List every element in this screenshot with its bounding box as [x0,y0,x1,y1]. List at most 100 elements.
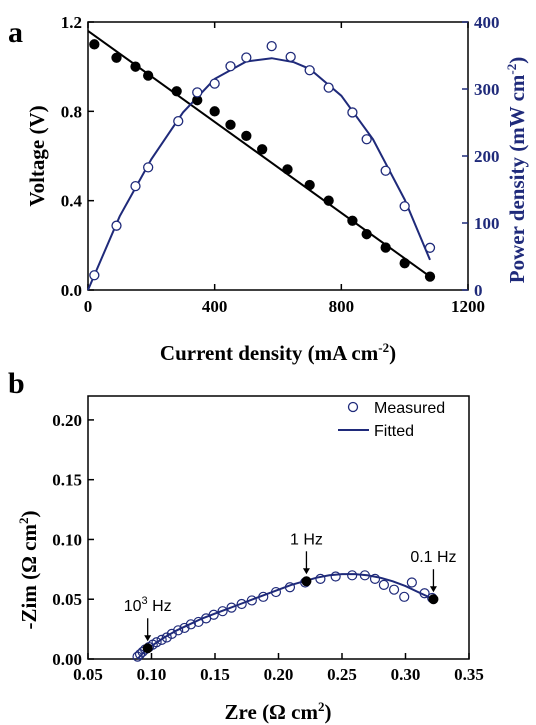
power-point [225,61,236,72]
frequency-arrowhead [144,635,152,642]
legend-fitted-label: Fitted [374,423,414,440]
panel-b-legend: Measured Fitted [338,400,445,440]
x-tick-label: 0.35 [454,665,484,684]
voltage-point [282,164,293,175]
measured-point [359,570,370,581]
power-point [424,242,436,253]
y2-tick-label: 300 [474,80,500,99]
panel-a-x-ticks: 0 400 800 1200 [84,22,485,316]
power-point [192,87,203,98]
power-fit-curve [87,57,431,291]
legend-measured-marker [347,401,359,413]
power-point [285,51,296,62]
frequency-point [142,643,153,654]
x-tick-label: 1200 [451,297,485,316]
y2-tick-label: 100 [474,214,500,233]
measured-point [270,586,282,598]
measured-point [388,584,400,595]
panel-b-label: b [8,367,25,400]
panel-a-plot-frame [87,21,469,291]
panel-b-y-ticks: 0.00 0.05 0.10 0.15 0.20 [52,411,94,669]
power-point [347,107,358,118]
panel-a-x-axis-label: Current density (mA cm-2) [160,340,396,365]
x-tick-label: 0 [84,297,93,316]
y-tick-label: 0.4 [61,192,83,211]
voltage-point [89,39,100,50]
measured-point [173,625,184,636]
voltage-point [399,258,410,269]
panel-a-label: a [8,16,23,49]
y-tick-label: 0.0 [61,281,82,300]
measured-point [315,573,326,585]
power-point [173,116,184,127]
panel-b-x-ticks: 0.05 0.10 0.15 0.20 0.25 0.30 0.35 [73,653,484,684]
y-tick-label: 0.20 [52,411,82,430]
voltage-point [361,229,372,240]
power-point [361,134,372,145]
frequency-arrowhead [429,586,437,593]
x-tick-label: 0.25 [327,665,357,684]
x-tick-label: 0.15 [200,665,230,684]
x-tick-label: 400 [202,297,228,316]
power-point [266,40,277,52]
y-tick-label: 1.2 [61,13,82,32]
x-tick-label: 0.05 [73,665,103,684]
power-point [304,65,315,76]
voltage-point [130,61,141,72]
frequency-point [428,594,439,605]
measured-point [406,577,417,588]
voltage-point [304,179,315,191]
measured-point [419,588,430,599]
x-tick-label: 0.10 [137,665,167,684]
power-point [111,220,122,231]
power-point [241,52,252,63]
y-tick-label: 0.8 [61,102,82,121]
voltage-point [209,106,220,117]
measured-point [258,591,269,602]
voltage-point [143,70,154,81]
voltage-point [380,242,391,253]
panel-a-y2-ticks: 0 100 200 300 400 [462,13,500,300]
fitted-curve [136,573,434,660]
voltage-point [323,195,334,206]
measured-point [284,582,296,593]
power-point [89,270,100,281]
panel-b: b 0.05 0.10 0.15 0.20 0.25 0.30 0.35 0.000.050… [8,367,484,724]
measured-point [369,573,381,585]
measured-point [151,637,162,648]
frequency-label: 0.1 Hz [410,549,456,566]
panel-a-y-axis-label: Voltage (V) [25,105,49,206]
measured-point [378,579,390,590]
panel-b-x-axis-label: Zre (Ω cm2) [225,699,332,724]
voltage-point [424,271,436,282]
y2-tick-label: 200 [474,147,500,166]
panel-a-marks [87,30,436,291]
panel-a-y-ticks: 0.0 0.4 0.8 1.2 [61,13,94,300]
voltage-point [347,215,358,226]
power-point [380,165,391,176]
y-tick-label: 0.10 [52,530,82,549]
measured-point [399,591,410,602]
measured-point [347,570,358,581]
power-point [130,180,141,192]
y-tick-label: 0.15 [52,471,82,490]
power-point [323,82,334,93]
x-tick-label: 0.20 [264,665,294,684]
measured-point [179,622,190,634]
voltage-point [257,144,268,155]
measured-point [208,609,219,620]
measured-point [161,632,172,643]
voltage-point [225,119,236,130]
frequency-label: 1 Hz [290,531,323,548]
voltage-point [111,52,122,63]
measured-point [185,619,196,630]
voltage-point [171,86,182,97]
panel-b-y-axis-label: -Zim (Ω cm2) [16,511,41,630]
y2-tick-label: 400 [474,13,500,32]
panel-b-marks [132,570,438,662]
voltage-point [241,130,252,142]
panel-b-frequency-annotations: 103 Hz 1 Hz 0.1 Hz [124,531,457,654]
measured-point [226,602,237,613]
measured-point [330,571,341,582]
